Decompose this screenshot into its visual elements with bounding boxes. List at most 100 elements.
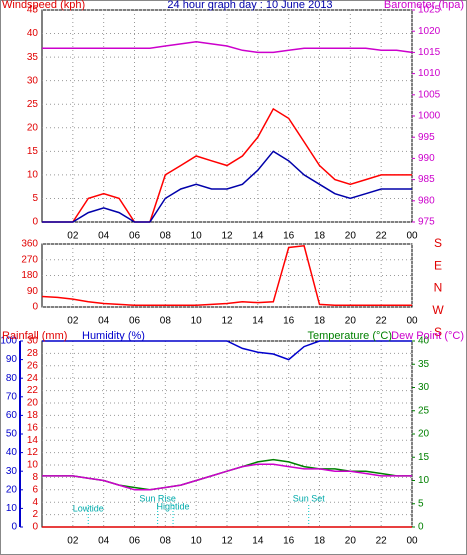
x-tick-label: 22	[376, 536, 388, 547]
x-tick-label: 16	[283, 231, 295, 242]
x-tick-label: 06	[129, 316, 141, 327]
y3-tick-label: 30	[6, 466, 18, 477]
y2-tick-label: 25	[418, 405, 430, 416]
y-tick-label: 2	[32, 509, 38, 520]
axis-label: Barometer (hpa)	[384, 0, 464, 11]
x-tick-label: 12	[221, 536, 233, 547]
x-tick-label: 14	[252, 316, 264, 327]
y3-tick-label: 40	[6, 447, 18, 458]
y-tick-label: 90	[27, 286, 39, 297]
x-tick-label: 10	[191, 316, 203, 327]
x-tick-label: 20	[345, 316, 357, 327]
y3-tick-label: 0	[11, 522, 17, 533]
y-tick-label: 0	[32, 302, 38, 313]
annotation: Sun Rise	[139, 493, 176, 503]
y-tick-label: 360	[21, 239, 38, 250]
series-line	[42, 41, 413, 54]
y2-tick-label: 15	[418, 452, 430, 463]
x-tick-label: 10	[191, 536, 203, 547]
y2-tick-label: 35	[418, 359, 430, 370]
annotation: Lowtide	[73, 503, 104, 513]
chart-title: 24 hour graph day : 10 June 2013	[167, 0, 332, 11]
x-tick-label: 18	[314, 316, 326, 327]
y2-tick-label: 0	[418, 522, 424, 533]
x-tick-label: 04	[98, 231, 110, 242]
y-tick-label: 12	[27, 447, 39, 458]
y3-tick-label: 80	[6, 373, 18, 384]
x-tick-label: 12	[221, 231, 233, 242]
x-tick-label: 02	[67, 231, 79, 242]
x-tick-label: 22	[376, 231, 388, 242]
y2-tick-label: 990	[418, 153, 435, 164]
y-tick-label: 26	[27, 360, 39, 371]
y-tick-label: 4	[32, 497, 38, 508]
x-tick-label: 04	[98, 536, 110, 547]
x-tick-label: 00	[406, 536, 418, 547]
y-tick-label: 14	[27, 435, 39, 446]
y2-tick-label: 980	[418, 195, 435, 206]
x-tick-label: 16	[283, 536, 295, 547]
x-tick-label: 10	[191, 231, 203, 242]
y3-tick-label: 90	[6, 354, 18, 365]
y-tick-label: 22	[27, 385, 39, 396]
x-tick-label: 14	[252, 536, 264, 547]
series-line	[42, 463, 412, 491]
x-tick-label: 08	[160, 536, 172, 547]
y2-tick-label: 1000	[418, 111, 441, 122]
y2-tick-label: 40	[418, 336, 430, 347]
y-tick-label: 20	[27, 398, 39, 409]
x-tick-label: 08	[160, 316, 172, 327]
compass-label: W	[432, 303, 444, 317]
y2-tick-label: 975	[418, 217, 435, 228]
axis-label: Dew Point (°C)	[391, 330, 464, 342]
axis-label: Temperature (°C)	[308, 330, 392, 342]
y-tick-label: 20	[27, 122, 39, 133]
y2-tick-label: 5	[418, 498, 424, 509]
y2-tick-label: 10	[418, 475, 430, 486]
y-tick-label: 24	[27, 373, 39, 384]
y-tick-label: 6	[32, 484, 38, 495]
x-tick-label: 20	[345, 536, 357, 547]
x-tick-label: 18	[314, 231, 326, 242]
y2-tick-label: 985	[418, 174, 435, 185]
x-tick-label: 14	[252, 231, 264, 242]
axis-label: Windspeed (kph)	[2, 0, 85, 11]
y-tick-label: 180	[21, 270, 38, 281]
x-tick-label: 02	[67, 536, 79, 547]
x-tick-label: 00	[406, 231, 418, 242]
series-line	[42, 340, 412, 361]
y-tick-label: 25	[27, 99, 39, 110]
y2-tick-label: 1025	[418, 5, 441, 16]
axis-label: Humidity (%)	[82, 330, 145, 342]
compass-label: E	[434, 258, 442, 272]
y-tick-label: 30	[27, 75, 39, 86]
series-line	[42, 150, 412, 223]
y3-tick-label: 20	[6, 484, 18, 495]
x-tick-label: 20	[345, 231, 357, 242]
compass-label: N	[434, 281, 443, 295]
x-tick-label: 16	[283, 316, 295, 327]
y2-tick-label: 1020	[418, 26, 441, 37]
series-line	[42, 107, 412, 223]
y-tick-label: 45	[27, 5, 39, 16]
y-tick-label: 30	[27, 336, 39, 347]
y3-tick-label: 10	[6, 503, 18, 514]
y-tick-label: 15	[27, 146, 39, 157]
x-tick-label: 08	[160, 231, 172, 242]
y2-tick-label: 30	[418, 382, 430, 393]
y3-tick-label: 60	[6, 410, 18, 421]
x-tick-label: 06	[129, 536, 141, 547]
compass-label: S	[434, 236, 442, 250]
y-tick-label: 18	[27, 410, 39, 421]
y3-tick-label: 70	[6, 391, 18, 402]
y3-tick-label: 100	[0, 336, 17, 347]
x-tick-label: 18	[314, 536, 326, 547]
annotation: Sun Set	[293, 493, 326, 503]
y-tick-label: 28	[27, 348, 39, 359]
y2-tick-label: 995	[418, 132, 435, 143]
y2-tick-label: 20	[418, 429, 430, 440]
y-tick-label: 0	[32, 217, 38, 228]
x-tick-label: 04	[98, 316, 110, 327]
axis-label: Rainfall (mm)	[2, 330, 67, 342]
